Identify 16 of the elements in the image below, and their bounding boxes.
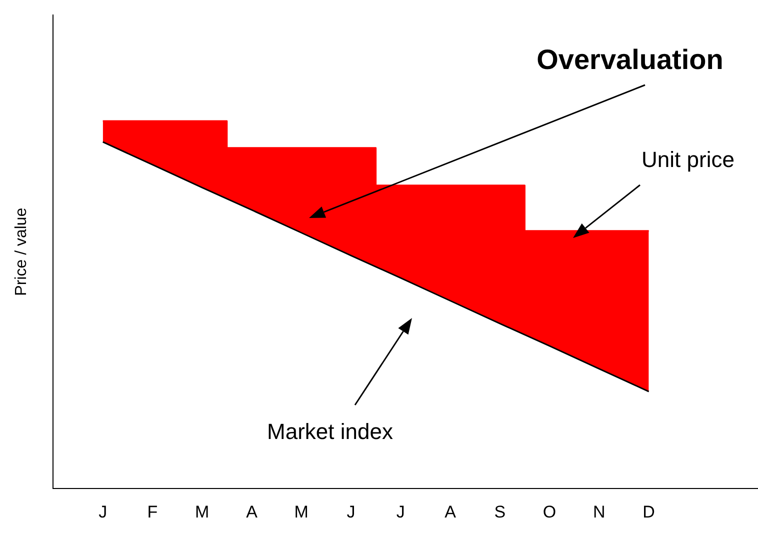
x-tick-label: M	[294, 502, 308, 522]
x-tick-label: J	[346, 502, 356, 522]
annotation: Unit price	[642, 147, 734, 173]
x-tick-label: J	[98, 502, 108, 522]
x-tick-label: O	[542, 502, 556, 522]
x-tick-label: S	[494, 502, 506, 522]
annotation: Market index	[267, 419, 393, 445]
x-tick-label: A	[444, 502, 457, 522]
x-tick-label: M	[195, 502, 210, 522]
x-tick-label: J	[396, 502, 405, 522]
x-tick-label: F	[147, 502, 158, 522]
text: Overvaluation	[536, 44, 724, 76]
x-tick-label: D	[642, 502, 655, 522]
x-tick-label: N	[593, 502, 606, 522]
y-axis-title: Price / value	[13, 208, 30, 296]
x-tick-label: A	[246, 502, 258, 522]
